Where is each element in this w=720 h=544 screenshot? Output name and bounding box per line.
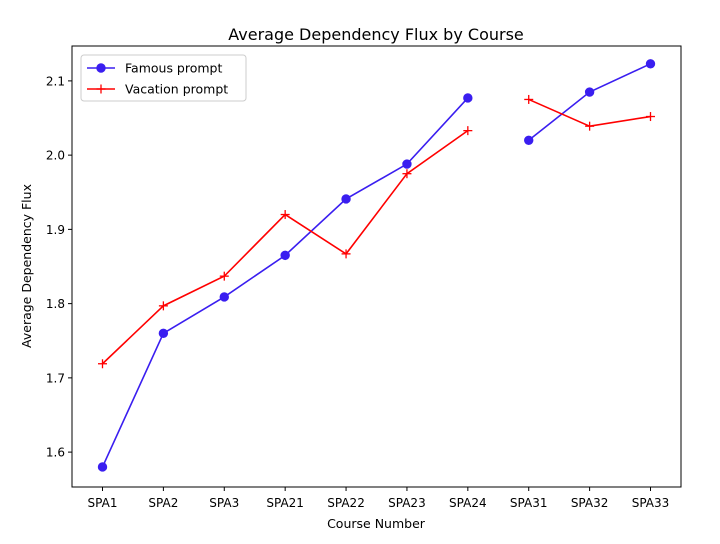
series-layer: [97, 59, 656, 472]
data-point: [463, 126, 473, 136]
legend-label: Vacation prompt: [125, 82, 228, 97]
data-point: [524, 135, 534, 145]
x-axis-label: Course Number: [327, 516, 426, 531]
y-tick-label: 2.0: [46, 149, 65, 163]
data-point: [158, 301, 168, 311]
data-point: [402, 159, 412, 169]
legend-item: Vacation prompt: [87, 82, 228, 97]
y-axis: 1.6 1.7 1.8 1.9 2.0 2.1: [46, 74, 72, 460]
x-tick-label: SPA21: [266, 496, 304, 510]
series-line: [101, 97, 469, 468]
plot-area-frame: [71, 45, 682, 488]
y-tick-label: 2.1: [46, 74, 65, 88]
data-point: [585, 121, 595, 131]
series-vacation-prompt: [98, 94, 655, 369]
x-tick-label: SPA31: [510, 496, 548, 510]
legend-item: Famous prompt: [87, 61, 222, 76]
x-tick-label: SPA23: [388, 496, 426, 510]
data-point: [97, 462, 108, 472]
data-point: [402, 169, 412, 179]
x-tick-label: SPA33: [632, 496, 670, 510]
x-tick-label: SPA22: [327, 496, 365, 510]
y-axis-label: Average Dependency Flux: [19, 184, 34, 348]
legend: Famous prompt Vacation prompt: [80, 54, 247, 102]
legend-label: Famous prompt: [125, 61, 222, 76]
x-axis: SPA1 SPA2 SPA3 SPA21 SPA22 SPA23 SPA24 SPA31 SPA…: [88, 487, 670, 510]
legend-box: [80, 54, 247, 102]
series-famous-prompt: [97, 59, 656, 472]
x-tick-label: SPA3: [209, 496, 239, 510]
series-line: [101, 129, 469, 365]
data-point: [98, 359, 107, 369]
legend-marker: [96, 63, 106, 73]
data-point: [219, 292, 229, 302]
y-tick-label: 1.6: [46, 446, 65, 460]
y-tick-label: 1.9: [46, 223, 65, 237]
data-point: [219, 271, 229, 281]
data-point: [158, 328, 169, 339]
data-point: [341, 194, 351, 204]
data-point: [280, 210, 290, 220]
data-point: [645, 59, 656, 69]
data-point: [524, 94, 534, 104]
x-tick-label: SPA24: [449, 496, 487, 510]
x-tick-label: SPA32: [571, 496, 609, 510]
legend-marker: [96, 84, 106, 94]
data-point: [341, 249, 351, 259]
data-point: [584, 87, 595, 97]
data-point: [280, 250, 290, 261]
y-tick-label: 1.8: [46, 297, 65, 311]
x-tick-label: SPA1: [88, 496, 118, 510]
y-tick-label: 1.7: [46, 371, 65, 385]
data-point: [646, 112, 655, 122]
x-tick-label: SPA2: [148, 496, 178, 510]
data-point: [463, 93, 473, 103]
chart-title: Average Dependency Flux by Course: [228, 25, 524, 44]
